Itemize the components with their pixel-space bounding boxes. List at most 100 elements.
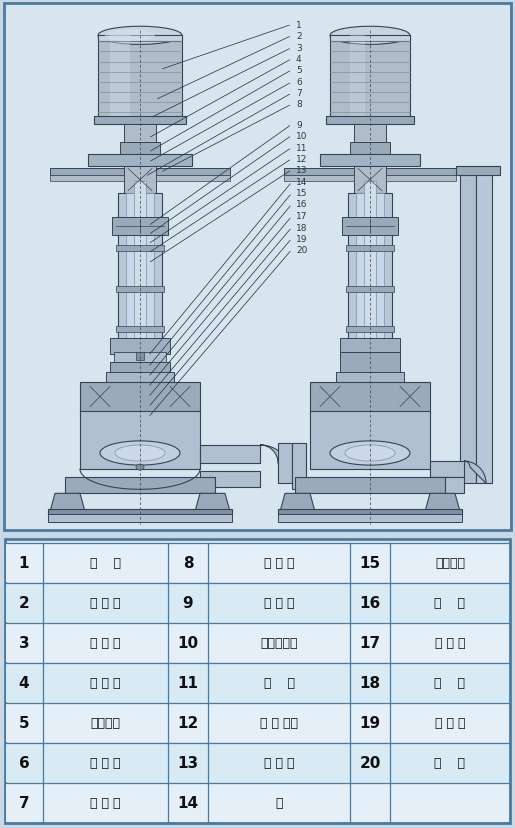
Bar <box>6 743 509 782</box>
Text: 加 长 轴: 加 长 轴 <box>90 797 121 810</box>
Bar <box>80 412 200 469</box>
Text: 2: 2 <box>19 595 29 610</box>
Ellipse shape <box>136 465 144 470</box>
Bar <box>106 373 174 385</box>
Bar <box>112 218 168 236</box>
Text: 机 械 密封: 机 械 密封 <box>260 716 298 729</box>
Text: 底    盘: 底 盘 <box>435 757 466 769</box>
Bar <box>310 383 430 413</box>
Bar <box>346 286 394 292</box>
Text: 6: 6 <box>296 78 302 87</box>
Text: 11: 11 <box>296 143 307 152</box>
Bar <box>94 117 186 125</box>
Bar <box>278 514 462 522</box>
Bar <box>336 373 404 385</box>
Text: 油    室: 油 室 <box>264 676 295 690</box>
Text: 1: 1 <box>19 556 29 570</box>
Bar <box>6 663 509 702</box>
Bar <box>200 472 260 488</box>
Bar <box>124 167 156 195</box>
Text: 14: 14 <box>178 796 199 811</box>
Bar <box>340 339 400 354</box>
Ellipse shape <box>345 445 395 461</box>
Bar <box>348 194 392 423</box>
Bar <box>65 478 215 493</box>
Bar <box>330 36 410 42</box>
Text: 16: 16 <box>359 595 381 610</box>
Bar <box>346 326 394 333</box>
Text: 4: 4 <box>296 55 302 64</box>
Text: 5: 5 <box>19 715 29 730</box>
Bar <box>386 176 456 181</box>
Text: 15: 15 <box>359 556 381 570</box>
Text: 上轴承座: 上轴承座 <box>91 716 121 729</box>
Text: 安 装 盘: 安 装 盘 <box>90 757 121 769</box>
Text: 12: 12 <box>177 715 199 730</box>
Bar <box>6 543 509 582</box>
Bar <box>98 36 182 119</box>
Bar <box>80 383 200 413</box>
Bar <box>110 363 170 375</box>
Bar <box>118 194 162 423</box>
Bar <box>340 353 400 375</box>
Text: 上 轴 承: 上 轴 承 <box>90 676 121 690</box>
Bar <box>476 171 492 484</box>
Bar <box>116 286 164 292</box>
Bar <box>126 194 154 423</box>
Text: 密 封 环: 密 封 环 <box>435 637 465 649</box>
Bar <box>6 783 509 822</box>
Bar <box>134 181 146 433</box>
Bar <box>116 326 164 333</box>
Bar <box>456 167 500 176</box>
Text: 11: 11 <box>178 676 198 691</box>
Bar <box>6 583 509 622</box>
Bar <box>88 155 192 167</box>
Text: 3: 3 <box>19 636 29 651</box>
Text: 键: 键 <box>275 797 283 810</box>
Bar <box>386 169 456 176</box>
Polygon shape <box>195 493 230 512</box>
Bar <box>110 36 130 119</box>
Text: 13: 13 <box>296 166 307 175</box>
Text: 6: 6 <box>19 755 29 771</box>
Bar <box>354 125 386 145</box>
Text: 9: 9 <box>183 595 193 610</box>
Bar <box>278 443 292 484</box>
Bar <box>200 445 260 464</box>
Bar <box>430 461 464 478</box>
Text: 10: 10 <box>296 132 307 141</box>
Text: 联 轴 器: 联 轴 器 <box>90 596 121 609</box>
Polygon shape <box>425 493 460 512</box>
Bar <box>284 169 354 176</box>
Bar <box>320 155 420 167</box>
Bar <box>50 176 124 181</box>
Polygon shape <box>280 493 315 512</box>
Ellipse shape <box>115 445 165 461</box>
Bar <box>114 353 166 365</box>
Bar <box>364 181 376 433</box>
Text: 电    机: 电 机 <box>90 556 121 570</box>
Polygon shape <box>464 461 486 484</box>
Text: 19: 19 <box>296 234 307 243</box>
Text: 9: 9 <box>296 120 302 129</box>
Text: 5: 5 <box>296 66 302 75</box>
Bar <box>48 514 232 522</box>
Ellipse shape <box>105 31 155 42</box>
Bar <box>136 353 144 361</box>
Text: 上机械密封: 上机械密封 <box>260 637 298 649</box>
Text: 4: 4 <box>19 676 29 691</box>
Bar <box>330 36 410 119</box>
Bar <box>350 36 365 119</box>
Bar <box>6 623 509 662</box>
Text: 支 撑 管: 支 撑 管 <box>264 556 294 570</box>
Text: 10: 10 <box>178 636 199 651</box>
Bar <box>6 703 509 742</box>
Text: 2: 2 <box>296 31 302 41</box>
Text: 下 轴 承: 下 轴 承 <box>264 596 294 609</box>
Bar <box>48 510 232 516</box>
Text: 14: 14 <box>296 178 307 187</box>
Bar <box>326 117 414 125</box>
Bar <box>460 171 476 484</box>
Text: 20: 20 <box>296 245 307 254</box>
Bar <box>116 246 164 252</box>
